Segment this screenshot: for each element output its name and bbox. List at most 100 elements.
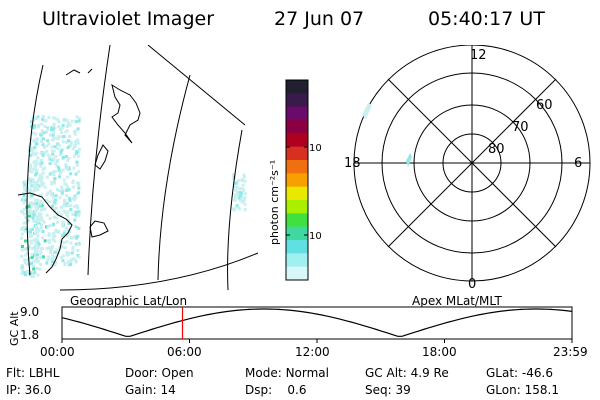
aurora-pixel [41, 117, 45, 121]
coastline-fragment [65, 69, 81, 76]
aurora-pixel [22, 208, 26, 211]
aurora-pixel [74, 225, 78, 229]
aurora-pixel [43, 124, 47, 128]
colorbar-cell [286, 160, 308, 174]
aurora-pixel [31, 148, 35, 152]
aurora-pixel [36, 246, 40, 250]
aurora-pixel [40, 139, 44, 143]
aurora-pixel [23, 187, 27, 191]
polar-aurora [362, 103, 412, 167]
aurora-pixel [30, 193, 34, 197]
aurora-pixel [39, 202, 42, 206]
aurora-pixel [60, 148, 64, 152]
aurora-pixel [243, 196, 247, 200]
aurora-pixel [22, 226, 26, 229]
aurora-pixel [32, 184, 36, 188]
aurora-pixel [74, 141, 78, 145]
aurora-pixel [57, 134, 61, 138]
aurora-pixel [32, 238, 36, 242]
aurora-pixel [61, 168, 65, 172]
aurora-pixel [40, 175, 44, 179]
aurora-pixel [61, 233, 65, 237]
aurora-pixel [60, 255, 64, 259]
aurora-pixel [61, 259, 65, 263]
aurora-pixel [40, 218, 44, 222]
aurora-pixel [41, 153, 45, 157]
aurora-pixel [63, 201, 66, 205]
aurora-pixel [48, 224, 52, 228]
aurora-pixel [65, 118, 69, 122]
aurora-pixel [46, 153, 50, 157]
aurora-pixel [67, 145, 71, 149]
aurora-pixel [37, 176, 41, 180]
aurora-pixel [62, 204, 66, 208]
aurora-pixel [41, 171, 45, 175]
aurora-pixel [40, 137, 44, 141]
aurora-pixel [34, 219, 38, 222]
aurora-pixel [23, 258, 27, 262]
aurora-pixel [62, 119, 66, 122]
aurora-pixel [72, 154, 76, 158]
aurora-pixel [34, 198, 37, 202]
aurora-pixel [58, 175, 62, 179]
aurora-pixel [234, 188, 238, 192]
aurora-pixel [32, 267, 36, 271]
aurora-pixel [68, 144, 72, 148]
aurora-pixel [63, 199, 67, 202]
aurora-pixel [34, 259, 38, 263]
aurora-pixel [50, 173, 54, 176]
aurora-pixel [54, 198, 58, 202]
aurora-pixel [36, 219, 40, 223]
aurora-pixel [31, 216, 35, 220]
aurora-pixel [67, 219, 70, 222]
aurora-pixel [31, 177, 35, 181]
aurora-pixel [48, 161, 52, 165]
aurora-pixel [59, 150, 63, 154]
aurora-pixel [40, 177, 44, 181]
aurora-pixel [76, 138, 80, 142]
aurora-pixel [66, 214, 70, 218]
aurora-pixel [241, 183, 245, 187]
aurora-pixel [36, 259, 40, 263]
lat-label-70: 70 [512, 120, 529, 135]
aurora-pixel [66, 175, 70, 179]
aurora-pixel [77, 154, 81, 158]
aurora-pixel [57, 166, 60, 169]
aurora-pixel [233, 193, 237, 197]
aurora-pixel [61, 245, 64, 249]
aurora-pixel [57, 137, 60, 141]
aurora-pixel [34, 186, 38, 189]
aurora-pixel [35, 139, 38, 143]
colorbar-cell [286, 133, 308, 148]
aurora-pixel [36, 266, 39, 270]
aurora-pixel [238, 207, 241, 211]
aurora-pixel [47, 155, 51, 159]
aurora-pixel [58, 127, 62, 131]
aurora-pixel [243, 208, 247, 212]
aurora-pixel [20, 254, 24, 258]
aurora-pixel [66, 252, 70, 256]
aurora-pixel [233, 207, 237, 211]
aurora-pixel [236, 179, 240, 183]
aurora-pixel [34, 245, 38, 248]
aurora-pixel [77, 186, 81, 190]
aurora-pixel [76, 141, 80, 145]
app-title: Ultraviolet Imager [42, 8, 215, 30]
aurora-pixel [34, 240, 38, 244]
aurora-pixel [77, 210, 81, 214]
aurora-pixel [45, 193, 49, 197]
aurora-pixel [68, 134, 72, 138]
aurora-pixel [32, 213, 36, 216]
grid-line [59, 252, 259, 291]
aurora-pixel [65, 226, 69, 230]
aurora-pixel [28, 228, 32, 232]
aurora-pixel [52, 156, 56, 160]
aurora-pixel [34, 163, 38, 167]
aurora-pixel [77, 191, 81, 195]
aurora-pixel [36, 234, 40, 238]
aurora-pixel [29, 188, 33, 192]
aurora-pixel [24, 239, 27, 243]
grid-line [157, 74, 191, 281]
aurora-pixel [34, 161, 37, 165]
aurora-pixel [52, 215, 56, 219]
